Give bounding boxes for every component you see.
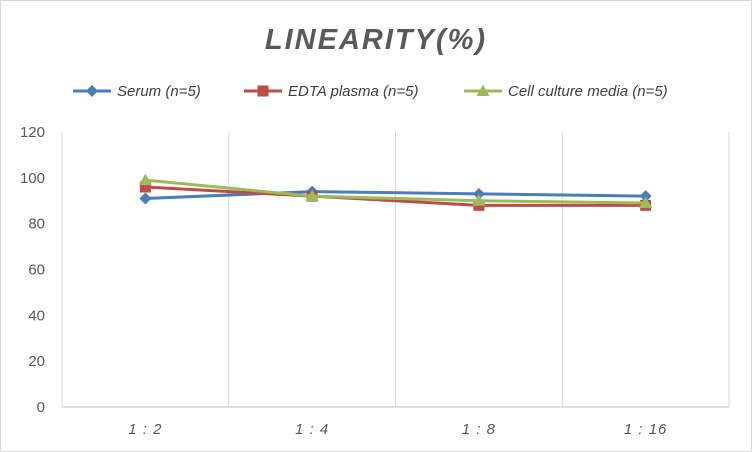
- legend-label: Cell culture media (n=5): [508, 83, 668, 100]
- series-line: [145, 185, 646, 207]
- y-tick-label: 80: [28, 216, 45, 233]
- legend: Serum (n=5) EDTA plasma (n=5) Cell culture…: [73, 83, 668, 100]
- y-tick-label: 60: [28, 262, 45, 279]
- data-point: [639, 196, 653, 209]
- data-point: [139, 181, 151, 193]
- series-2: [138, 173, 653, 209]
- x-tick-label: 1 : 4: [295, 421, 329, 438]
- legend-item: Cell culture media (n=5): [464, 83, 668, 100]
- x-axis-ticks: 1 : 2 1 : 4 1 : 8 1 : 16: [128, 421, 668, 438]
- legend-label: EDTA plasma (n=5): [288, 83, 418, 100]
- legend-marker: [86, 85, 98, 97]
- series-line: [145, 178, 646, 205]
- y-tick-label: 100: [20, 170, 45, 187]
- data-point: [139, 192, 152, 205]
- data-point: [138, 173, 152, 186]
- y-tick-label: 0: [37, 399, 45, 416]
- y-tick-label: 40: [28, 307, 45, 324]
- x-tick-label: 1 : 8: [462, 421, 496, 438]
- series-line: [145, 190, 646, 200]
- y-tick-label: 20: [28, 353, 45, 370]
- series-group: [138, 173, 653, 211]
- x-tick-label: 1 : 16: [624, 421, 668, 438]
- legend-item: EDTA plasma (n=5): [244, 83, 418, 100]
- legend-marker: [257, 85, 269, 97]
- gridlines: [61, 132, 730, 408]
- x-tick-label: 1 : 2: [128, 421, 162, 438]
- data-point: [305, 189, 319, 202]
- chart-title: LINEARITY(%): [265, 24, 487, 56]
- y-tick-label: 120: [20, 124, 45, 141]
- legend-marker: [476, 84, 490, 96]
- legend-item: Serum (n=5): [73, 83, 201, 100]
- y-axis-ticks: 0 20 40 60 80 100 120: [20, 124, 45, 416]
- data-point: [639, 190, 652, 203]
- data-point: [472, 194, 486, 206]
- data-point: [472, 187, 485, 200]
- legend-label: Serum (n=5): [117, 83, 201, 100]
